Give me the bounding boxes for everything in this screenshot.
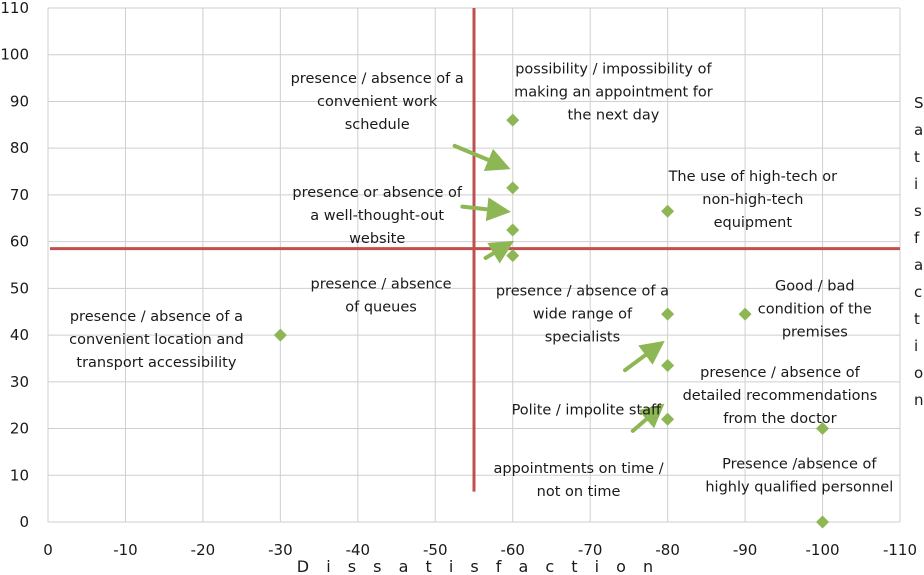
annotation-label: Presence /absence of: [722, 456, 877, 472]
x-tick-label: -70: [578, 541, 603, 559]
annotation-label: from the doctor: [723, 411, 836, 427]
annotation-label: presence / absence: [311, 276, 452, 292]
annotation-label: specialists: [545, 329, 620, 345]
x-tick-label: -80: [655, 541, 680, 559]
annotation-arrow: [630, 403, 665, 433]
side-letter: i: [914, 337, 918, 355]
y-tick-label: 100: [0, 46, 29, 64]
grid: [47, 7, 901, 523]
x-tick-label: -10: [113, 541, 138, 559]
annotation-label: presence / absence of a: [291, 71, 464, 87]
side-letter: t: [914, 148, 920, 166]
annotation-label: premises: [782, 325, 848, 341]
annotation-label: the next day: [568, 107, 660, 123]
side-letter: a: [914, 256, 923, 274]
y-tick-label: 50: [10, 279, 29, 297]
data-points: [273, 113, 830, 529]
x-axis-title: D i s s a t i s f a c t i o n: [297, 557, 659, 575]
x-tick-label: -110: [883, 541, 917, 559]
annotation-label: convenient location and: [69, 332, 244, 348]
annotation-label: Polite / impolite staff: [512, 403, 662, 419]
annotations: presence / absence of a convenient work sc…: [69, 61, 893, 500]
y-tick-label: 90: [10, 92, 29, 110]
data-point: [816, 515, 830, 529]
annotation-label: presence / absence of: [700, 365, 861, 381]
data-point: [506, 181, 520, 195]
data-point: [661, 412, 675, 426]
annotation-label: wide range of: [533, 306, 633, 322]
data-point: [661, 204, 675, 218]
data-point: [661, 307, 675, 321]
y-tick-label: 30: [10, 373, 29, 391]
annotation-label: transport accessibility: [76, 355, 236, 371]
side-letter: s: [914, 202, 922, 220]
annotation-label: website: [349, 231, 405, 247]
side-letter: n: [914, 391, 924, 409]
annotation-label: The use of high-tech or: [668, 169, 838, 185]
annotation-label: detailed recommendations: [683, 388, 878, 404]
annotation-label: Good / bad: [775, 279, 855, 295]
x-tick-label: -20: [191, 541, 216, 559]
side-letter: S: [914, 94, 924, 112]
annotation-label: schedule: [345, 117, 410, 133]
annotation-label: of queues: [345, 299, 417, 315]
data-point: [816, 422, 830, 436]
annotation-arrow: [452, 143, 511, 172]
side-letter: t: [914, 310, 920, 328]
data-point: [273, 328, 287, 342]
y-tick-label: 10: [10, 466, 29, 484]
annotation-arrow: [483, 240, 514, 264]
x-tick-label: -50: [423, 541, 448, 559]
annotation-label: highly qualified personnel: [705, 479, 893, 495]
arrows: [452, 143, 665, 433]
reference-lines: [50, 8, 900, 492]
side-letter: i: [914, 175, 918, 193]
data-point: [661, 358, 675, 372]
x-tick-label: -40: [346, 541, 371, 559]
y-tick-label: 80: [10, 139, 29, 157]
annotation-label: equipment: [714, 215, 793, 231]
y-tick-label: 110: [0, 0, 29, 17]
data-point: [506, 223, 520, 237]
side-letter: c: [914, 283, 922, 301]
x-tick-label: -90: [733, 541, 758, 559]
data-point: [738, 307, 752, 321]
data-point: [506, 249, 520, 263]
y-tick-label: 70: [10, 186, 29, 204]
axis-ticks: 0 10 20 30 40 50 60 70 80 90 100 110 0 -10 -20 -30 -40 -5…: [0, 0, 917, 559]
annotation-label: condition of the: [758, 302, 872, 318]
annotation-label: appointments on time /: [494, 461, 664, 477]
data-point: [506, 113, 520, 127]
side-letter: o: [914, 364, 923, 382]
y-tick-label: 40: [10, 326, 29, 344]
annotation-arrow: [623, 340, 665, 373]
annotation-label: presence / absence of a: [70, 309, 243, 325]
x-tick-label: -30: [268, 541, 293, 559]
annotation-arrow: [460, 197, 511, 222]
annotation-label: making an appointment for: [514, 84, 713, 100]
annotation-label: presence or absence of: [292, 185, 463, 201]
annotation-label: not on time: [537, 484, 621, 500]
y-tick-label: 20: [10, 420, 29, 438]
annotation-label: non-high-tech: [702, 192, 803, 208]
y-tick-label: 60: [10, 233, 29, 251]
x-tick-label: -60: [500, 541, 525, 559]
annotation-label: possibility / impossibility of: [515, 61, 712, 77]
x-tick-label: -100: [806, 541, 840, 559]
side-letter: a: [914, 121, 923, 139]
annotation-label: convenient work: [317, 94, 438, 110]
annotation-label: presence / absence of a: [496, 283, 669, 299]
y-tick-label: 0: [19, 513, 29, 531]
x-tick-label: 0: [43, 541, 53, 559]
annotation-label: a well-thought-out: [310, 208, 444, 224]
side-letter: f: [914, 229, 920, 247]
